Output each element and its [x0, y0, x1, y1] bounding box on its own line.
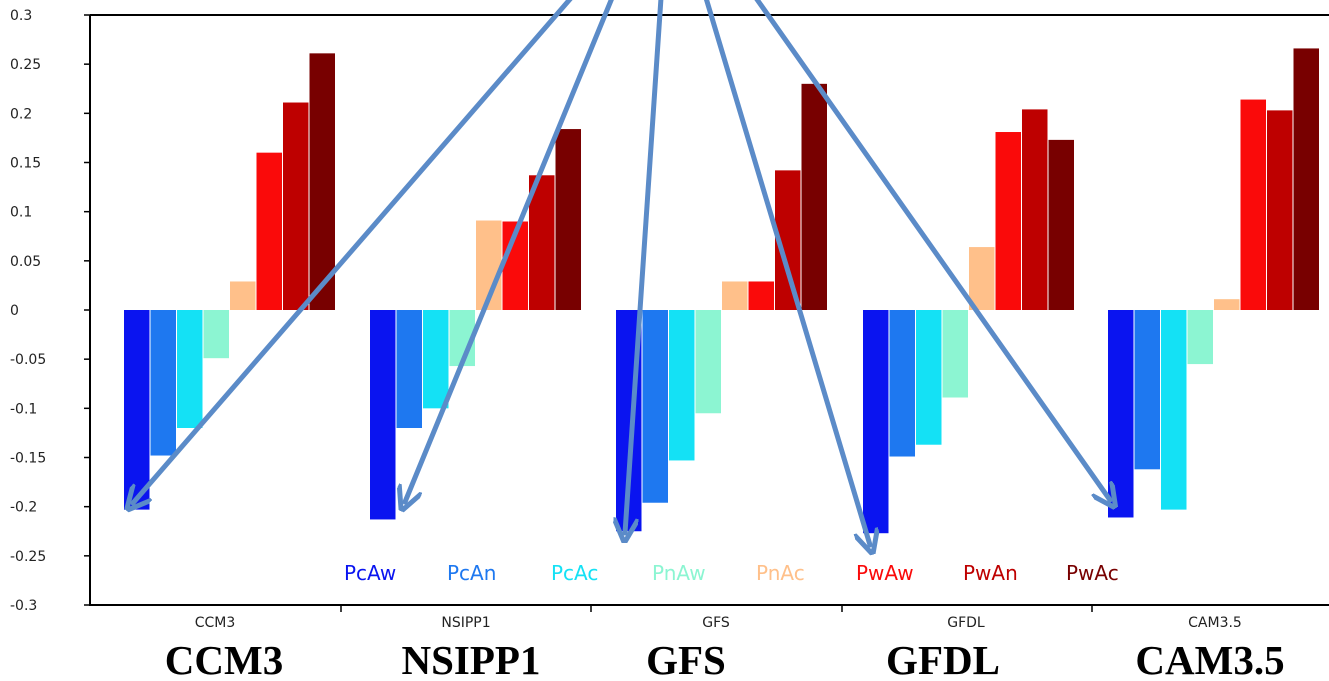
annotation-arrow-gfs	[625, 0, 664, 533]
bar-gfs-pcan	[642, 310, 668, 503]
legend-item-pcaw: PcAw	[344, 561, 396, 585]
legend-item-pcan: PcAn	[447, 561, 496, 585]
bar-ccm3-pwan	[283, 102, 309, 311]
bar-ccm3-pnaw	[203, 310, 229, 359]
bar-cam35-pcaw	[1108, 310, 1134, 518]
model-big-label: GFS	[646, 637, 726, 681]
bar-ccm3-pwaw	[256, 152, 282, 310]
arrows-layer	[133, 0, 1110, 545]
y-tick-label: -0.1	[10, 401, 37, 417]
bar-cam35-pwac	[1293, 48, 1319, 310]
y-tick-label: 0.1	[10, 205, 32, 221]
y-tick-label: -0.25	[10, 549, 46, 565]
bar-gfdl-pcan	[889, 310, 915, 457]
bar-gfdl-pwac	[1048, 139, 1074, 310]
bar-ccm3-pnac	[230, 281, 256, 310]
y-tick-label: 0.25	[10, 57, 41, 73]
y-tick-label: -0.2	[10, 500, 37, 516]
bars-layer	[124, 48, 1319, 534]
y-tick-label: -0.3	[10, 598, 37, 614]
bar-ccm3-pcaw	[124, 310, 150, 510]
bar-cam35-pnac	[1214, 299, 1240, 310]
y-tick-label: 0	[10, 303, 19, 319]
bar-ccm3-pcan	[150, 310, 176, 456]
y-tick-label: 0.15	[10, 156, 41, 172]
bar-cam35-pwaw	[1240, 99, 1266, 310]
y-tick-label: 0.3	[10, 8, 32, 24]
model-big-label: GFDL	[886, 637, 1000, 681]
bar-cam35-pnaw	[1187, 310, 1213, 365]
bar-cam35-pwan	[1267, 110, 1293, 310]
legend-item-pwac: PwAc	[1066, 561, 1119, 585]
bar-nsipp1-pcac	[423, 310, 449, 409]
annotation-arrow-nsipp1	[405, 0, 614, 502]
bar-gfdl-pcaw	[863, 310, 889, 534]
model-big-label: CAM3.5	[1135, 637, 1284, 681]
bar-ccm3-pcac	[177, 310, 203, 428]
model-big-label: CCM3	[165, 637, 283, 681]
legend-item-pwan: PwAn	[963, 561, 1018, 585]
x-tick-label: CAM3.5	[1188, 615, 1242, 631]
bar-gfs-pnaw	[695, 310, 721, 414]
bar-nsipp1-pwac	[555, 129, 581, 310]
bar-gfs-pnac	[722, 281, 748, 310]
annotation-arrow-ccm3	[133, 0, 573, 503]
y-tick-label: 0.2	[10, 106, 32, 122]
bar-gfs-pwac	[801, 83, 827, 310]
legend-item-pnac: PnAc	[756, 561, 805, 585]
bar-nsipp1-pwan	[529, 175, 555, 310]
bar-gfdl-pnaw	[942, 310, 968, 398]
bar-gfdl-pnac	[969, 247, 995, 310]
bar-nsipp1-pcan	[396, 310, 422, 428]
annotation-arrow-cam35	[754, 0, 1110, 500]
y-tick-label: -0.05	[10, 352, 46, 368]
legend-item-pcac: PcAc	[551, 561, 598, 585]
bar-gfs-pwaw	[748, 281, 774, 310]
legend-item-pnaw: PnAw	[652, 561, 706, 585]
legend: PcAw PcAn PcAc PnAw PnAc PwAw PwAn PwAc	[344, 561, 1119, 585]
x-tick-label: CCM3	[195, 615, 236, 631]
bar-gfs-pcac	[669, 310, 695, 461]
x-tick-label: NSIPP1	[441, 615, 490, 631]
x-tick-label: GFS	[702, 615, 730, 631]
bar-nsipp1-pcaw	[370, 310, 396, 520]
model-big-label: NSIPP1	[402, 637, 541, 681]
bar-gfdl-pwaw	[995, 132, 1021, 310]
bar-ccm3-pwac	[309, 53, 335, 310]
bar-cam35-pcac	[1161, 310, 1187, 510]
bar-gfdl-pwan	[1022, 109, 1048, 311]
y-tick-label: -0.15	[10, 451, 46, 467]
y-tick-label: 0.05	[10, 254, 41, 270]
bar-gfdl-pcac	[916, 310, 942, 445]
annotation-arrow-gfdl	[703, 0, 870, 545]
legend-item-pwaw: PwAw	[856, 561, 914, 585]
x-tick-label: GFDL	[947, 615, 985, 631]
category-labels: CCM3 NSIPP1 GFS GFDL CAM3.5 CCM3 NSIPP1 GFS GFDL…	[165, 615, 1285, 681]
bar-cam35-pcan	[1134, 310, 1160, 470]
